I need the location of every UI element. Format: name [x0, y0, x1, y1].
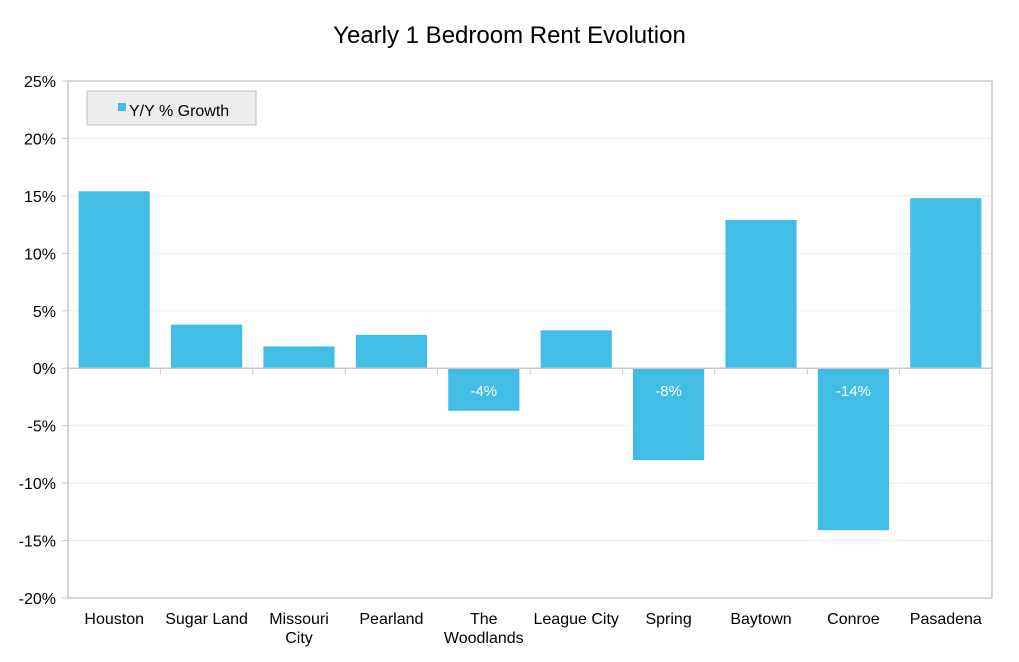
y-tick-label: -20% [19, 591, 56, 608]
y-tick-label: -5% [28, 419, 56, 436]
axes: 25% 20% 15% 10% 5% 0% -5% -10% -15% -20% Houston Su… [19, 74, 993, 647]
bar [817, 368, 889, 531]
x-tick-label: Baytown [730, 611, 791, 628]
data-label: -14% [836, 383, 871, 400]
x-tick-label: Houston [84, 611, 144, 628]
y-tick-label: -10% [19, 476, 56, 493]
y-tick-label: 20% [24, 131, 56, 148]
y-tick-label: -15% [19, 534, 56, 551]
bar [633, 368, 705, 461]
x-tick-label: Missouri City [269, 611, 329, 647]
bar [540, 330, 612, 369]
x-tick-label: League City [534, 611, 619, 628]
y-tick-label: 5% [33, 304, 56, 321]
legend: Y/Y % Growth [86, 90, 257, 126]
data-labels: -4% -8% -14% [470, 383, 870, 400]
x-tick-label: Pearland [359, 611, 423, 628]
bar [78, 191, 150, 369]
legend-label: Y/Y % Growth [129, 103, 229, 120]
x-tick-label: Conroe [827, 611, 880, 628]
chart-title: Yearly 1 Bedroom Rent Evolution [333, 22, 686, 49]
y-tick-label: 25% [24, 74, 56, 91]
bar [171, 324, 243, 369]
bar [263, 346, 335, 369]
bars [78, 191, 982, 531]
plot-frame [67, 80, 993, 599]
legend-box [86, 90, 257, 126]
bar [448, 368, 520, 411]
bar [355, 334, 427, 369]
legend-swatch [118, 103, 126, 111]
bar [910, 198, 982, 369]
data-label: -8% [655, 383, 682, 400]
data-label: -4% [470, 383, 497, 400]
x-tick-label: The Woodlands [444, 611, 524, 647]
x-tick-label: Pasadena [910, 611, 982, 628]
bar [725, 220, 797, 369]
x-tick-label: Sugar Land [165, 611, 248, 628]
y-tick-label: 10% [24, 246, 56, 263]
y-tick-label: 0% [33, 361, 56, 378]
x-tick-label: Spring [645, 611, 691, 628]
y-tick-label: 15% [24, 189, 56, 206]
